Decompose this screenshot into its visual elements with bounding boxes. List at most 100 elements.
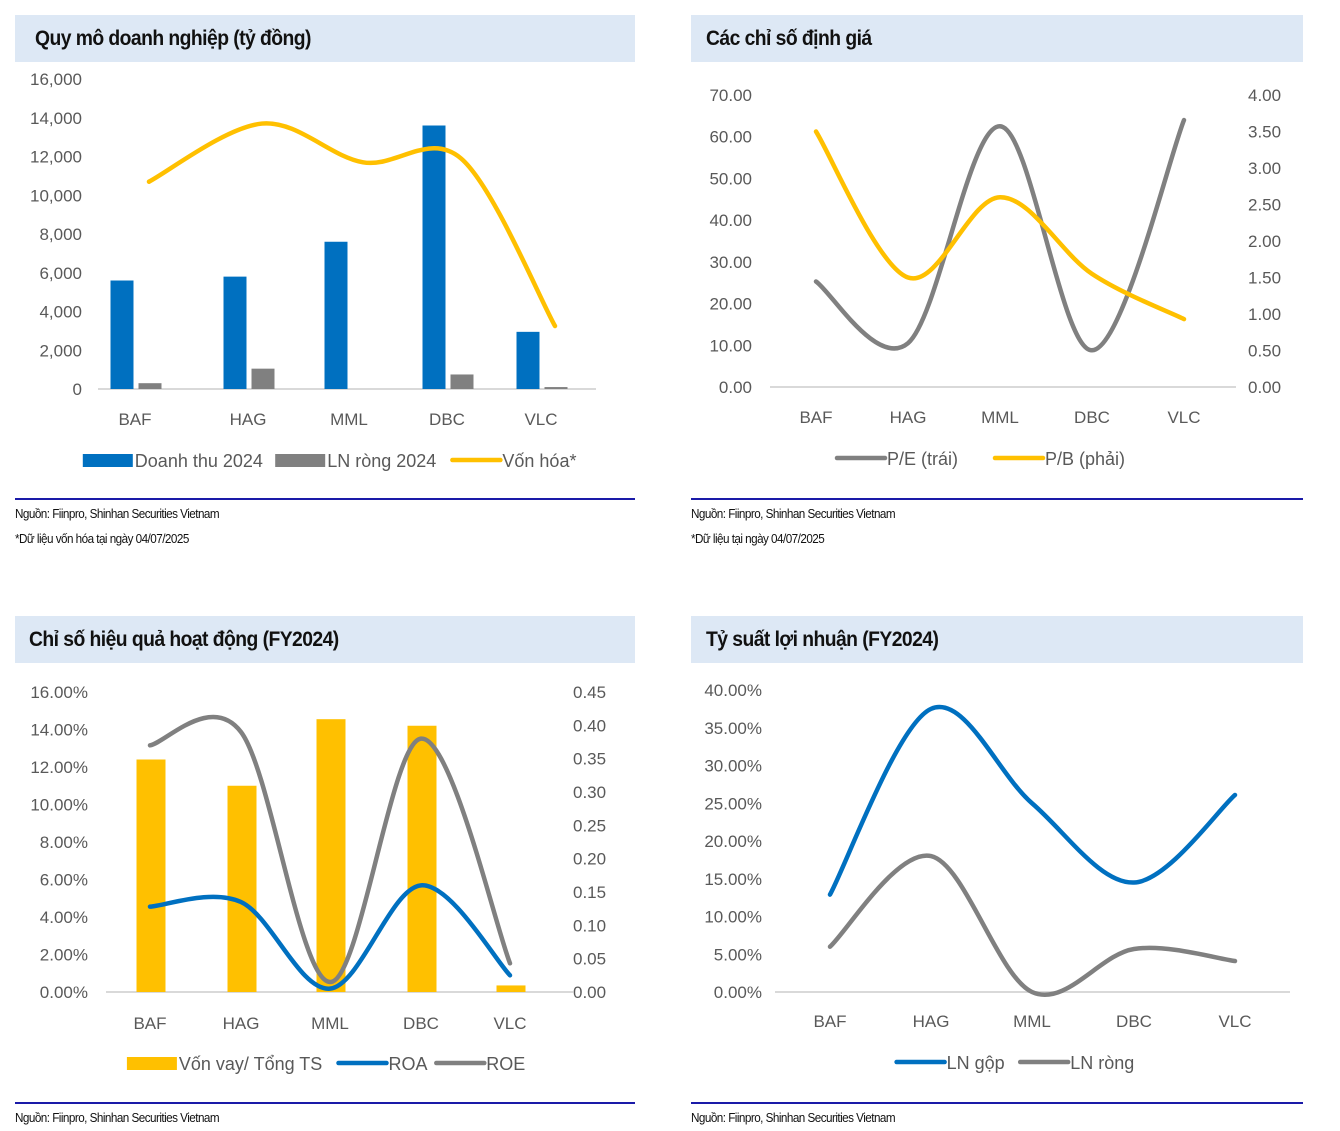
series-line — [147, 714, 513, 985]
y2-tick-label: 2.50 — [1248, 196, 1281, 215]
source-note: Nguồn: Fiinpro, Shinhan Securities Vietn… — [691, 1110, 896, 1125]
bar — [138, 383, 162, 389]
y-tick-label: 2.00% — [40, 946, 88, 965]
x-tick-label: HAG — [913, 1012, 950, 1031]
y2-tick-label: 1.00 — [1248, 305, 1281, 324]
y2-tick-label: 3.50 — [1248, 123, 1281, 142]
y-tick-label: 10,000 — [30, 186, 82, 205]
y2-tick-label: 0.50 — [1248, 342, 1281, 361]
bar — [316, 719, 346, 992]
x-tick-label: DBC — [403, 1014, 439, 1033]
source-note: Nguồn: Fiinpro, Shinhan Securities Vietn… — [15, 506, 220, 521]
bar — [324, 241, 348, 389]
legend-label: LN gộp — [947, 1053, 1005, 1073]
y-tick-label: 12,000 — [30, 148, 82, 167]
x-tick-label: VLC — [493, 1014, 526, 1033]
chart-title: Chỉ số hiệu quả hoạt động (FY2024) — [29, 627, 339, 651]
y2-tick-label: 0.25 — [573, 816, 606, 835]
x-tick-label: BAF — [133, 1014, 166, 1033]
x-tick-label: VLC — [1167, 408, 1200, 427]
x-tick-label: VLC — [1218, 1012, 1251, 1031]
divider — [15, 498, 635, 500]
bar — [407, 725, 437, 992]
legend-label: LN ròng 2024 — [327, 451, 436, 471]
x-tick-label: BAF — [118, 410, 151, 429]
footnote: *Dữ liệu tại ngày 04/07/2025 — [691, 531, 825, 546]
y-tick-label: 0 — [73, 380, 82, 399]
bar — [516, 331, 540, 389]
series-line — [827, 853, 1238, 997]
y-tick-label: 2,000 — [39, 341, 82, 360]
divider — [691, 498, 1303, 500]
legend-label: P/B (phải) — [1045, 449, 1125, 469]
x-tick-label: HAG — [230, 410, 267, 429]
y-tick-label: 0.00 — [719, 378, 752, 397]
chart-panel-scale: Quy mô doanh nghiệp (tỷ đồng) Nguồn: Fii… — [15, 15, 635, 555]
y-tick-label: 20.00 — [709, 295, 752, 314]
footnote: *Dữ liệu vốn hóa tại ngày 04/07/2025 — [15, 531, 189, 546]
series-line — [813, 129, 1187, 322]
y-tick-label: 14.00% — [30, 721, 88, 740]
chart-title-bar: Quy mô doanh nghiệp (tỷ đồng) — [15, 15, 635, 62]
y-tick-label: 14,000 — [30, 109, 82, 128]
chart-title-bar: Các chỉ số định giá — [691, 15, 1303, 62]
y2-tick-label: 0.20 — [573, 850, 606, 869]
x-tick-label: MML — [330, 410, 368, 429]
bar — [496, 985, 526, 992]
x-tick-label: VLC — [524, 410, 557, 429]
y-tick-label: 8,000 — [39, 225, 82, 244]
y-tick-label: 50.00 — [709, 169, 752, 188]
y-tick-label: 6,000 — [39, 264, 82, 283]
y-tick-label: 40.00 — [709, 211, 752, 230]
y2-tick-label: 0.15 — [573, 883, 606, 902]
y2-tick-label: 0.00 — [1248, 378, 1281, 397]
x-tick-label: BAF — [799, 408, 832, 427]
x-tick-label: HAG — [223, 1014, 260, 1033]
bar — [422, 125, 446, 389]
legend-label: Doanh thu 2024 — [135, 451, 263, 471]
y-tick-label: 10.00% — [704, 908, 762, 927]
y-tick-label: 4,000 — [39, 303, 82, 322]
x-tick-label: MML — [1013, 1012, 1051, 1031]
chart-panel-valuation: Các chỉ số định giá Nguồn: Fiinpro, Shin… — [691, 15, 1303, 555]
legend-label: ROE — [486, 1054, 525, 1074]
y2-tick-label: 0.45 — [573, 683, 606, 702]
chart-title: Các chỉ số định giá — [706, 26, 872, 50]
x-tick-label: HAG — [890, 408, 927, 427]
y-tick-label: 70.00 — [709, 86, 752, 105]
divider — [15, 1102, 635, 1104]
chart-title-bar: Chỉ số hiệu quả hoạt động (FY2024) — [15, 616, 635, 663]
y-tick-label: 30.00% — [704, 757, 762, 776]
legend-swatch — [126, 1057, 177, 1070]
legend-label: LN ròng — [1070, 1053, 1134, 1073]
y-tick-label: 25.00% — [704, 794, 762, 813]
y2-tick-label: 1.50 — [1248, 269, 1281, 288]
y-tick-label: 10.00% — [30, 796, 88, 815]
y2-tick-label: 0.40 — [573, 716, 606, 735]
chart-title: Tỷ suất lợi nhuận (FY2024) — [706, 627, 939, 651]
y-tick-label: 12.00% — [30, 758, 88, 777]
chart-title-bar: Tỷ suất lợi nhuận (FY2024) — [691, 616, 1303, 663]
chart-title: Quy mô doanh nghiệp (tỷ đồng) — [35, 26, 311, 50]
y2-tick-label: 4.00 — [1248, 86, 1281, 105]
chart-panel-efficiency: Chỉ số hiệu quả hoạt động (FY2024) Nguồn… — [15, 616, 635, 1131]
bar — [227, 785, 257, 992]
bar — [136, 759, 166, 992]
source-note: Nguồn: Fiinpro, Shinhan Securities Vietn… — [691, 506, 896, 521]
bar — [450, 374, 474, 389]
series-line — [146, 121, 558, 329]
y-tick-label: 16,000 — [30, 70, 82, 89]
y2-tick-label: 0.30 — [573, 783, 606, 802]
y2-tick-label: 0.00 — [573, 983, 606, 1002]
x-tick-label: MML — [981, 408, 1019, 427]
y-tick-label: 4.00% — [40, 908, 88, 927]
legend-label: Vốn vay/ Tổng TS — [179, 1054, 322, 1074]
y-tick-label: 6.00% — [40, 871, 88, 890]
y-tick-label: 5.00% — [714, 945, 762, 964]
x-tick-label: MML — [311, 1014, 349, 1033]
divider — [691, 1102, 1303, 1104]
y2-tick-label: 0.10 — [573, 916, 606, 935]
